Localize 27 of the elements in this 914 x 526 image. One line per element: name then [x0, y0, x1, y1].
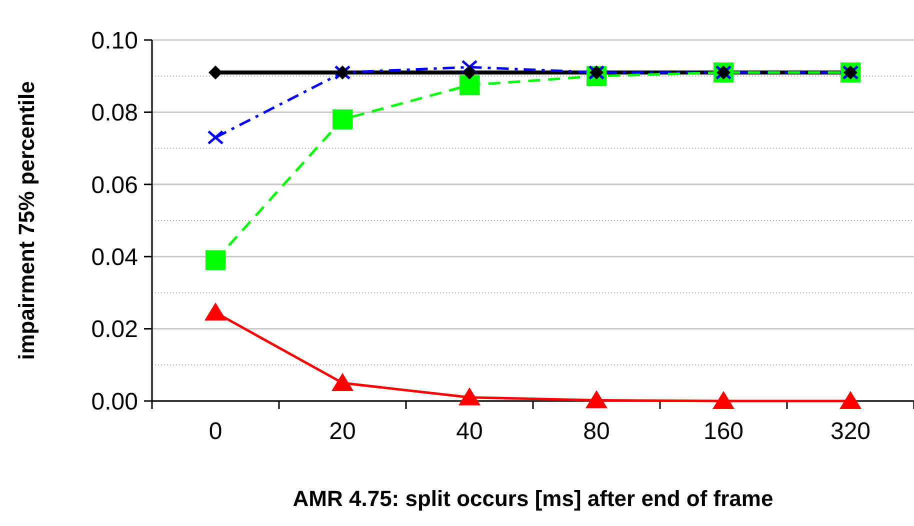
x-axis-title: AMR 4.75: split occurs [ms] after end of frame	[292, 486, 774, 511]
point	[207, 130, 224, 145]
point	[461, 60, 478, 74]
point	[208, 65, 222, 80]
point	[458, 387, 480, 406]
point	[204, 302, 226, 321]
point	[332, 109, 352, 130]
point	[586, 390, 608, 408]
y-tick-label: 0.04	[91, 244, 138, 271]
point	[460, 75, 480, 96]
point	[840, 391, 862, 409]
point	[332, 372, 354, 391]
y-tick-label: 0.06	[91, 172, 138, 199]
x-tick-label: 160	[703, 418, 744, 445]
point	[462, 65, 476, 80]
x-tick-label: 320	[830, 418, 871, 445]
x-tick-label: 20	[329, 418, 356, 445]
x-tick-label: 40	[456, 418, 483, 445]
y-tick-label: 0.00	[91, 388, 138, 416]
y-axis-title: impairment 75% percentile	[14, 81, 39, 360]
y-tick-label: 0.10	[91, 27, 138, 54]
point	[206, 250, 226, 270]
x-tick-label: 0	[208, 418, 222, 445]
x-tick-label: 80	[583, 418, 610, 445]
y-tick-label: 0.02	[91, 316, 138, 344]
point	[712, 391, 734, 409]
y-tick-label: 0.08	[91, 100, 138, 127]
